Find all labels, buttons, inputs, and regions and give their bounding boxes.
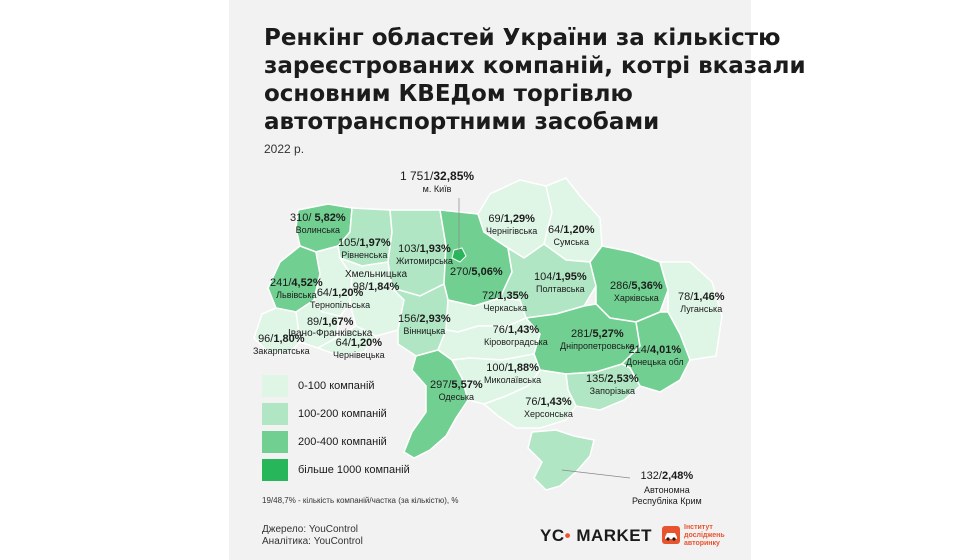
title-line-2: зареєстрованих компаній, котрі вказали bbox=[264, 53, 806, 79]
logo-yc: YC bbox=[540, 526, 565, 545]
label-chernivetska: 64/1,20% Чернівецька bbox=[333, 337, 385, 360]
yc-market-logo: YC• MARKET bbox=[540, 526, 652, 546]
label-kyivska: 270/5,06% bbox=[450, 266, 503, 278]
source-block: Джерело: YouControl Аналітика: YouContro… bbox=[262, 524, 363, 548]
region-ivano-frankivska bbox=[295, 298, 341, 349]
label-crimea: 132/2,48% Автономна Республіка Крим bbox=[632, 470, 702, 506]
crimea-leader-line bbox=[561, 469, 631, 479]
legend-swatch bbox=[262, 403, 288, 425]
page-title: Ренкінг областей України за кількістю за… bbox=[264, 24, 806, 136]
label-donetska: 214/4,01% Донецька обл bbox=[626, 344, 684, 367]
footnote: 19/48,7% - кількість компаній/частка (за… bbox=[262, 496, 459, 505]
label-kyiv-city: 1 751/32,85% м. Київ bbox=[400, 169, 475, 194]
region-chernivetska bbox=[316, 325, 378, 357]
legend-label: більше 1000 компаній bbox=[298, 464, 410, 476]
car-icon bbox=[662, 526, 680, 544]
label-volynska: 310/ 5,82% Волинська bbox=[290, 212, 346, 235]
region-crimea bbox=[527, 429, 595, 491]
label-kirovohradska: 76/1,43% Кіровоградська bbox=[484, 324, 548, 347]
legend-label: 100-200 компаній bbox=[298, 408, 387, 420]
legend-swatch bbox=[262, 431, 288, 453]
label-mykolaivska: 100/1,88% Миколаївська bbox=[484, 362, 542, 385]
label-sumska: 64/1,20% Сумська bbox=[548, 224, 595, 247]
region-luhanska bbox=[659, 261, 723, 361]
legend-label: 200-400 компаній bbox=[298, 436, 387, 448]
year-label: 2022 р. bbox=[264, 142, 305, 156]
label-zaporizka: 135/2,53% Запорізька bbox=[586, 373, 639, 396]
legend-swatch bbox=[262, 375, 288, 397]
label-ivano-frankivska: 89/1,67% Івано-Франківська bbox=[288, 316, 373, 339]
title-line-3: основним КВЕДом торгівлю bbox=[264, 81, 633, 107]
label-khmelnytska: Хмельницька 98/1,84% bbox=[345, 269, 408, 293]
legend-swatch bbox=[262, 459, 288, 481]
region-khersonska bbox=[482, 369, 577, 429]
label-cherkaska: 72/1,35% Черкаська bbox=[482, 290, 529, 313]
label-dnipropetrovska: 281/5,27% Дніпропетровська bbox=[560, 328, 635, 351]
label-khersonska: 76/1,43% Херсонська bbox=[524, 396, 573, 419]
source-text: Джерело: YouControl bbox=[262, 524, 358, 535]
label-chernihivska: 69/1,29% Чернігівська bbox=[486, 213, 538, 236]
logo-dot: • bbox=[564, 526, 572, 545]
label-luhanska: 78/1,46% Луганська bbox=[678, 291, 725, 314]
region-ternopilska bbox=[313, 245, 353, 317]
region-donetska bbox=[620, 311, 691, 393]
region-zakarpatska bbox=[253, 307, 301, 355]
label-ternopilska: 64/1,20% Тернопільська bbox=[310, 287, 371, 310]
legend-label: 0-100 компаній bbox=[298, 380, 375, 392]
label-lvivska: 241/4,52% Львівська bbox=[270, 277, 323, 300]
region-kyiv-city bbox=[451, 247, 467, 263]
label-odeska: 297/5,57% Одеська bbox=[430, 379, 483, 402]
label-zakarpatska: 96/1,80% Закарпатська bbox=[253, 333, 310, 356]
label-poltavska: 104/1,95% Полтавська bbox=[534, 271, 587, 294]
analytics-text: Аналітика: YouControl bbox=[262, 536, 363, 547]
label-zhytomyrska: 103/1,93% Житомирська bbox=[396, 243, 453, 266]
institute-text: Інститут досліджень авторинку bbox=[684, 524, 725, 547]
label-rivnenska: 105/1,97% Рівненська bbox=[338, 237, 391, 260]
label-vinnytska: 156/2,93% Вінницька bbox=[398, 313, 451, 336]
title-line-4: автотранспортними засобами bbox=[264, 109, 660, 135]
label-kharkivska: 286/5,36% Харківська bbox=[610, 280, 663, 303]
logo-market: MARKET bbox=[576, 526, 653, 545]
title-line-1: Ренкінг областей України за кількістю bbox=[264, 25, 781, 51]
